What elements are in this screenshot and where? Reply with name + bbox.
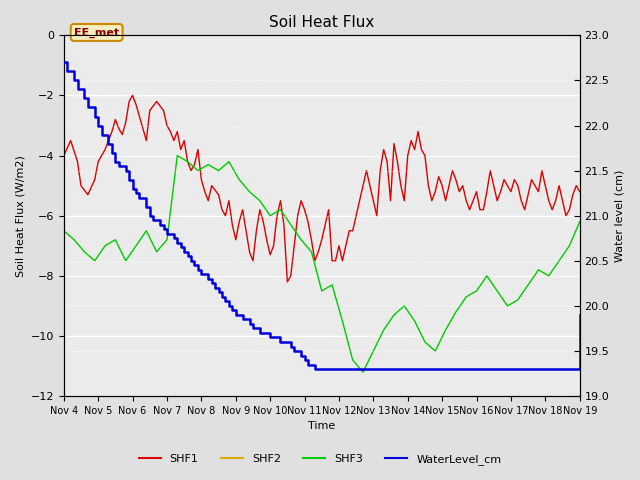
Text: EE_met: EE_met <box>74 27 119 37</box>
Y-axis label: Water level (cm): Water level (cm) <box>615 169 625 262</box>
Y-axis label: Soil Heat Flux (W/m2): Soil Heat Flux (W/m2) <box>15 155 25 276</box>
Legend: SHF1, SHF2, SHF3, WaterLevel_cm: SHF1, SHF2, SHF3, WaterLevel_cm <box>134 450 506 469</box>
X-axis label: Time: Time <box>308 421 335 432</box>
Title: Soil Heat Flux: Soil Heat Flux <box>269 15 374 30</box>
